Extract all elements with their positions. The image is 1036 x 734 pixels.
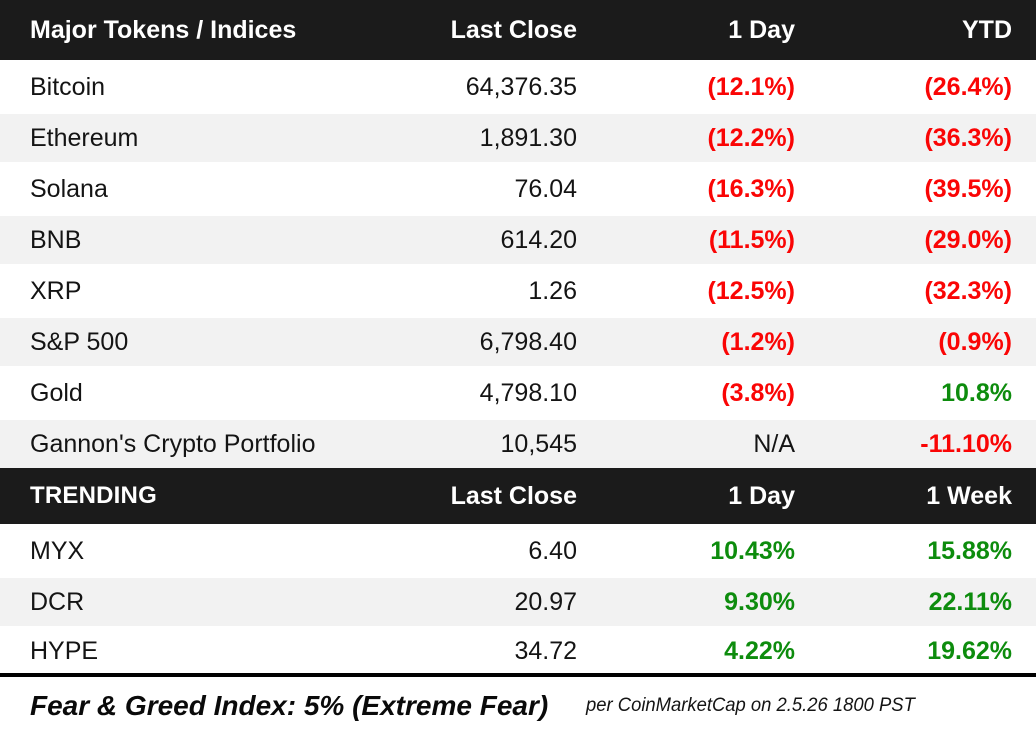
table-row-ethereum: Ethereum 1,891.30 (12.2%) (36.3%): [0, 111, 1036, 162]
table-row-sp500: S&P 500 6,798.40 (1.2%) (0.9%): [0, 315, 1036, 366]
last-close: 4,798.10: [479, 378, 577, 407]
change-1day: (12.1%): [707, 72, 795, 101]
change-1day: (3.8%): [721, 378, 795, 407]
table-row-gannon-portfolio: Gannon's Crypto Portfolio 10,545 N/A -11…: [0, 417, 1036, 468]
change-1week: 19.62%: [927, 636, 1012, 665]
major-header-1day: 1 Day: [728, 15, 795, 44]
token-name: Gold: [30, 378, 83, 407]
last-close: 1,891.30: [479, 123, 577, 152]
token-name: HYPE: [30, 636, 99, 665]
trending-header-1week: 1 Week: [926, 481, 1012, 510]
last-close: 6.40: [528, 536, 577, 565]
trending-header-1day: 1 Day: [728, 481, 795, 510]
footer: Fear & Greed Index: 5% (Extreme Fear) pe…: [0, 677, 1036, 734]
change-1day: (1.2%): [721, 327, 795, 356]
token-name: Gannon's Crypto Portfolio: [30, 429, 316, 458]
change-1day: (11.5%): [708, 225, 795, 254]
token-name: BNB: [30, 225, 82, 254]
table-row-xrp: XRP 1.26 (12.5%) (32.3%): [0, 264, 1036, 315]
table-row-dcr: DCR 20.97 9.30% 22.11%: [0, 575, 1036, 626]
data-source-note: per CoinMarketCap on 2.5.26 1800 PST: [586, 694, 916, 716]
change-1day: (12.2%): [707, 123, 795, 152]
change-1week: 22.11%: [928, 587, 1012, 616]
change-1day: 4.22%: [724, 636, 795, 665]
token-name: Ethereum: [30, 123, 139, 152]
footer-divider: [0, 673, 1036, 677]
change-ytd: (39.5%): [924, 174, 1012, 203]
table-row-myx: MYX 6.40 10.43% 15.88%: [0, 524, 1036, 575]
change-1day: N/A: [753, 429, 795, 458]
change-1day: (16.3%): [707, 174, 795, 203]
token-name: Solana: [30, 174, 108, 203]
last-close: 34.72: [514, 636, 577, 665]
last-close: 10,545: [500, 429, 577, 458]
major-header-name: Major Tokens / Indices: [30, 15, 297, 44]
change-ytd: (0.9%): [938, 327, 1012, 356]
last-close: 1.26: [528, 276, 577, 305]
token-name: MYX: [30, 536, 85, 565]
last-close: 20.97: [514, 587, 577, 616]
fear-greed-index-label: Fear & Greed Index: 5% (Extreme Fear): [30, 689, 549, 721]
change-ytd: (36.3%): [924, 123, 1012, 152]
token-name: DCR: [30, 587, 85, 616]
token-name: Bitcoin: [30, 72, 106, 101]
change-ytd: (32.3%): [924, 276, 1012, 305]
table-row-bnb: BNB 614.20 (11.5%) (29.0%): [0, 213, 1036, 264]
change-ytd: (29.0%): [924, 225, 1012, 254]
last-close: 64,376.35: [465, 72, 577, 101]
change-1week: 15.88%: [927, 536, 1012, 565]
change-1day: 9.30%: [724, 587, 795, 616]
token-name: XRP: [30, 276, 82, 305]
trending-header-name: TRENDING: [30, 482, 157, 509]
change-1day: 10.43%: [710, 536, 795, 565]
major-table-header-row: Major Tokens / Indices Last Close 1 Day …: [0, 0, 1036, 60]
token-name: S&P 500: [30, 327, 129, 356]
table-row-gold: Gold 4,798.10 (3.8%) 10.8%: [0, 366, 1036, 417]
trending-table-header-row: TRENDING Last Close 1 Day 1 Week: [0, 468, 1036, 524]
major-header-last-close: Last Close: [450, 15, 577, 44]
last-close: 614.20: [500, 225, 577, 254]
change-1day: (12.5%): [707, 276, 795, 305]
change-ytd: (26.4%): [924, 72, 1012, 101]
major-header-ytd: YTD: [962, 15, 1012, 44]
last-close: 6,798.40: [479, 327, 577, 356]
last-close: 76.04: [514, 174, 577, 203]
table-row-solana: Solana 76.04 (16.3%) (39.5%): [0, 162, 1036, 213]
change-ytd: 10.8%: [941, 378, 1012, 407]
trending-header-last-close: Last Close: [450, 481, 577, 510]
change-ytd: -11.10%: [920, 429, 1012, 458]
table-row-bitcoin: Bitcoin 64,376.35 (12.1%) (26.4%): [0, 60, 1036, 111]
table-row-hype: HYPE 34.72 4.22% 19.62%: [0, 626, 1036, 673]
